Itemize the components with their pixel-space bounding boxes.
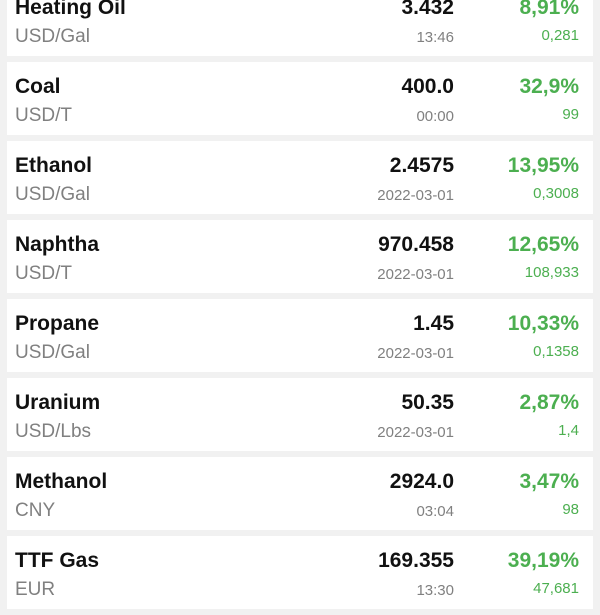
commodity-change-percent: 8,91%	[519, 0, 579, 19]
commodity-change-percent: 32,9%	[519, 75, 579, 98]
commodity-time: 2022-03-01	[377, 266, 454, 283]
commodity-unit: USD/T	[15, 105, 72, 126]
commodity-unit: USD/T	[15, 263, 72, 284]
commodity-time: 13:46	[416, 29, 454, 46]
commodity-change-percent: 10,33%	[507, 312, 579, 335]
commodity-unit: CNY	[15, 500, 56, 521]
commodity-price: 400.0	[401, 75, 454, 98]
commodity-row-heating-oil[interactable]: Heating Oil USD/Gal 3.432 13:46 8,91% 0,…	[7, 0, 593, 56]
commodity-price: 2.4575	[389, 154, 454, 177]
commodity-price: 970.458	[378, 233, 454, 256]
commodity-row-propane[interactable]: Propane USD/Gal 1.45 2022-03-01 10,33% 0…	[7, 299, 593, 372]
commodity-change-value: 0,3008	[533, 185, 579, 202]
commodity-price: 2924.0	[389, 470, 454, 493]
commodity-unit: EUR	[15, 579, 56, 600]
commodity-change-percent: 39,19%	[507, 549, 579, 572]
commodity-price: 169.355	[378, 549, 454, 572]
commodity-change-value: 1,4	[558, 422, 579, 439]
commodity-time: 00:00	[416, 108, 454, 125]
commodity-change-value: 99	[562, 106, 579, 123]
commodity-time: 2022-03-01	[377, 187, 454, 204]
commodity-name: TTF Gas	[15, 549, 100, 572]
commodity-row-uranium[interactable]: Uranium USD/Lbs 50.35 2022-03-01 2,87% 1…	[7, 378, 593, 451]
commodity-name: Coal	[15, 75, 61, 98]
commodity-time: 13:30	[416, 582, 454, 599]
commodity-name: Naphtha	[15, 233, 99, 256]
commodity-price: 1.45	[413, 312, 454, 335]
commodity-change-value: 0,1358	[533, 343, 579, 360]
commodity-change-percent: 3,47%	[519, 470, 579, 493]
commodity-time: 2022-03-01	[377, 424, 454, 441]
commodity-row-methanol[interactable]: Methanol CNY 2924.0 03:04 3,47% 98	[7, 457, 593, 530]
commodity-row-ethanol[interactable]: Ethanol USD/Gal 2.4575 2022-03-01 13,95%…	[7, 141, 593, 214]
commodity-name: Ethanol	[15, 154, 92, 177]
commodity-unit: USD/Gal	[15, 342, 90, 363]
commodity-unit: USD/Lbs	[15, 421, 92, 442]
commodity-name: Propane	[15, 312, 100, 335]
commodity-change-percent: 2,87%	[519, 391, 579, 414]
commodity-change-value: 0,281	[541, 27, 579, 44]
commodity-row-ttf-gas[interactable]: TTF Gas EUR 169.355 13:30 39,19% 47,681	[7, 536, 593, 609]
commodity-change-value: 98	[562, 501, 579, 518]
commodity-price: 3.432	[401, 0, 454, 19]
commodity-unit: USD/Gal	[15, 184, 90, 205]
commodity-time: 2022-03-01	[377, 345, 454, 362]
commodity-name: Heating Oil	[15, 0, 126, 19]
commodity-name: Methanol	[15, 470, 108, 493]
commodity-name: Uranium	[15, 391, 101, 414]
commodity-change-percent: 13,95%	[507, 154, 579, 177]
commodity-time: 03:04	[416, 503, 454, 520]
commodity-row-coal[interactable]: Coal USD/T 400.0 00:00 32,9% 99	[7, 62, 593, 135]
commodity-change-value: 47,681	[533, 580, 579, 597]
commodity-change-value: 108,933	[524, 264, 579, 281]
commodity-row-naphtha[interactable]: Naphtha USD/T 970.458 2022-03-01 12,65% …	[7, 220, 593, 293]
commodity-price: 50.35	[401, 391, 454, 414]
commodity-change-percent: 12,65%	[507, 233, 579, 256]
commodity-unit: USD/Gal	[15, 26, 90, 47]
